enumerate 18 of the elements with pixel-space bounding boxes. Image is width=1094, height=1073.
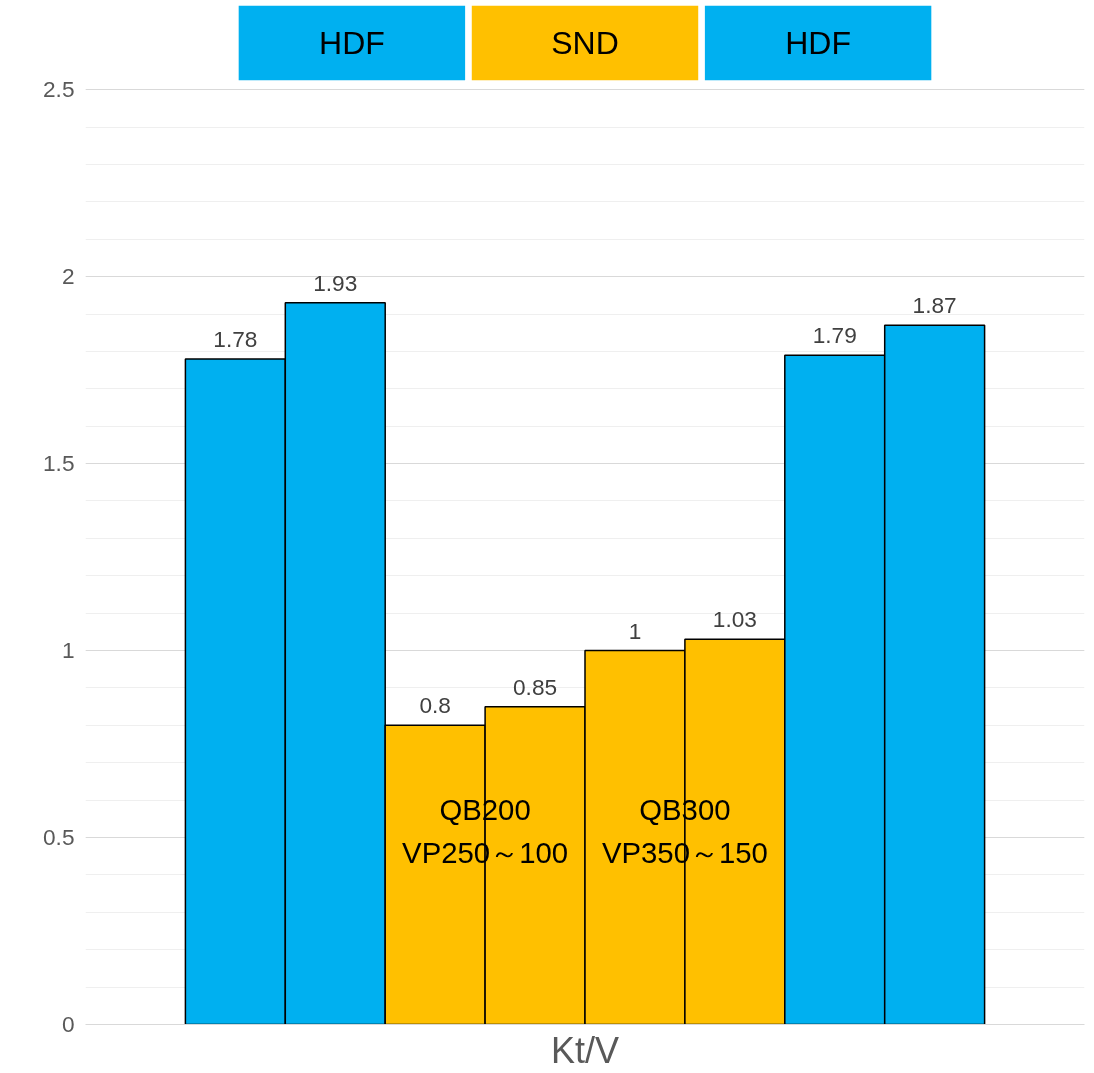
data-label: 1.93	[313, 269, 358, 296]
data-label: 1.87	[912, 292, 957, 319]
x-axis-title: Kt/V	[550, 1029, 620, 1071]
data-label: 1	[628, 617, 642, 644]
y-tick-label: 2.5	[43, 76, 75, 103]
text: HDF	[785, 24, 851, 61]
data-label: 0.8	[419, 692, 451, 719]
y-tick-label: 0.5	[43, 824, 75, 851]
data-label: 1.78	[213, 325, 258, 352]
data-label: 1.79	[812, 322, 857, 349]
y-tick-label: 0	[61, 1011, 75, 1037]
y-tick-label: 1.5	[43, 450, 75, 477]
y-tick-label: 2	[61, 263, 75, 290]
data-label: 0.85	[513, 673, 558, 700]
data-label: 1.03	[712, 606, 757, 633]
text: HDF	[319, 24, 385, 61]
y-tick-label: 1	[61, 637, 75, 664]
text: SND	[551, 24, 619, 61]
